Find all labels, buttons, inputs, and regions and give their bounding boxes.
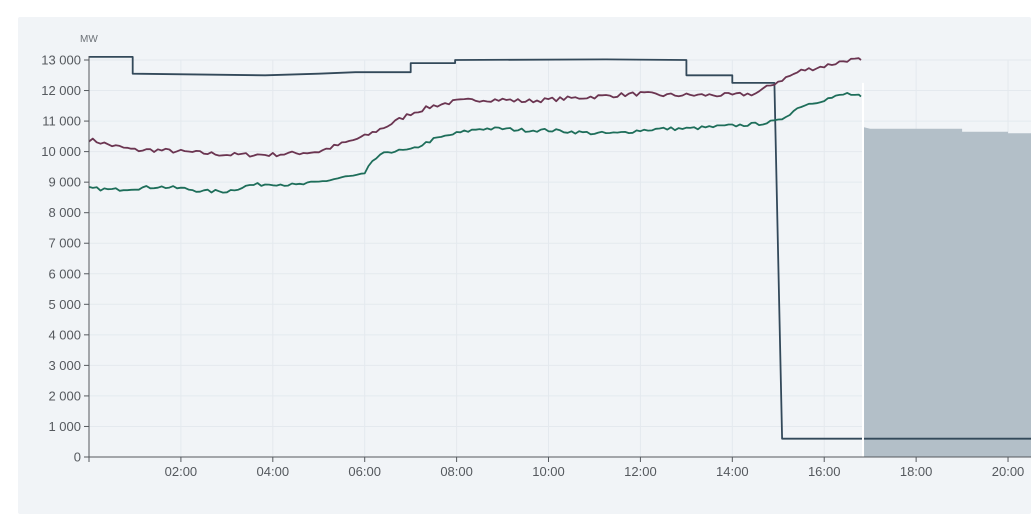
y-tick-label: 3 000 <box>48 358 81 373</box>
y-tick-label: 2 000 <box>48 388 81 403</box>
y-tick-label: 10 000 <box>41 144 81 159</box>
x-tick-label: 18:00 <box>900 464 933 479</box>
y-tick-label: 1 000 <box>48 419 81 434</box>
y-tick-label: 7 000 <box>48 236 81 251</box>
x-tick-label: 02:00 <box>165 464 198 479</box>
y-tick-label: 13 000 <box>41 53 81 68</box>
y-axis-unit-label: MW <box>80 34 98 45</box>
x-tick-label: 14:00 <box>716 464 749 479</box>
x-tick-label: 10:00 <box>532 464 565 479</box>
axis-layer: 0 1 000 2 000 3 000 4 000 5 000 6 000 7 000 8 00… <box>41 53 1031 479</box>
y-tick-label: 8 000 <box>48 205 81 220</box>
x-tick-label: 06:00 <box>348 464 381 479</box>
y-tick-label: 0 <box>74 450 81 465</box>
series-layer <box>88 56 1031 457</box>
series-line-green <box>88 92 862 194</box>
y-tick-label: 5 000 <box>48 297 81 312</box>
y-tick-label: 4 000 <box>48 327 81 342</box>
x-tick-label: 08:00 <box>440 464 473 479</box>
x-tick-label: 16:00 <box>808 464 841 479</box>
x-tick-label: 12:00 <box>624 464 657 479</box>
x-tick-label: 20:00 <box>992 464 1025 479</box>
series-line-purple <box>88 57 862 158</box>
x-tick-label: 04:00 <box>257 464 290 479</box>
y-tick-label: 12 000 <box>41 83 81 98</box>
forecast-layer <box>864 127 1031 457</box>
forecast-area <box>864 127 1031 457</box>
series-line-capacity <box>89 56 1031 440</box>
y-tick-label: 11 000 <box>42 114 81 129</box>
y-tick-label: 9 000 <box>48 175 81 190</box>
y-tick-label: 6 000 <box>48 266 81 281</box>
